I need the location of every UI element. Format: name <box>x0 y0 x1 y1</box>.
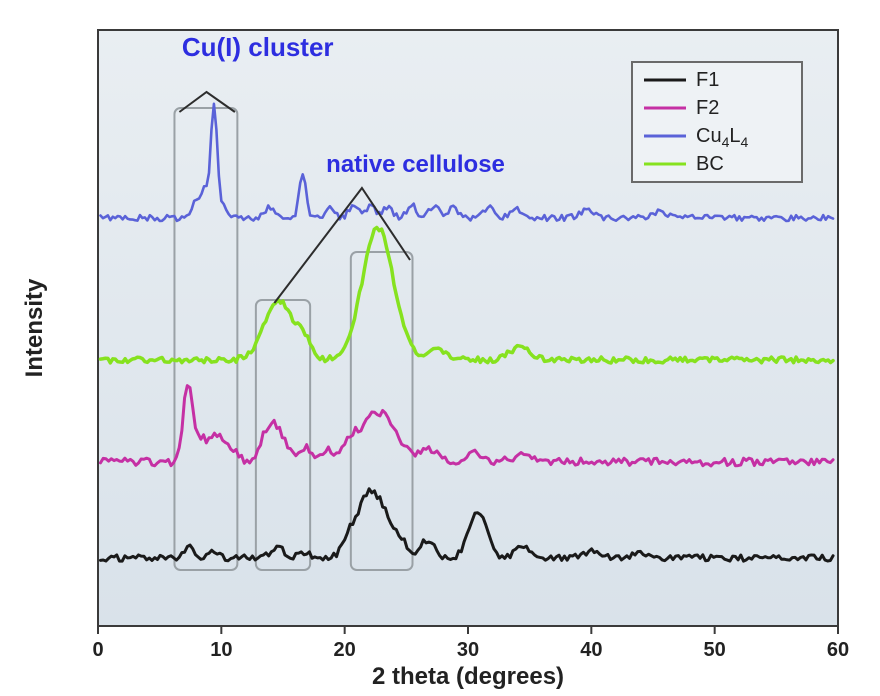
legend: F1F2Cu4L4BC <box>632 62 802 182</box>
y-axis-label: Intensity <box>21 278 48 377</box>
cu-cluster-label: Cu(I) cluster <box>182 32 334 62</box>
legend-item-F1: F1 <box>696 69 719 91</box>
x-tick-label: 20 <box>334 639 356 661</box>
x-tick-label: 30 <box>457 639 479 661</box>
x-tick-label: 60 <box>827 639 849 661</box>
legend-item-BC: BC <box>696 153 724 175</box>
legend-item-F2: F2 <box>696 97 719 119</box>
x-tick-label: 40 <box>580 639 602 661</box>
x-tick-label: 10 <box>210 639 232 661</box>
x-tick-label: 50 <box>704 639 726 661</box>
native-cellulose-label: native cellulose <box>326 151 505 178</box>
x-tick-label: 0 <box>92 639 103 661</box>
x-axis-label: 2 theta (degrees) <box>372 663 564 690</box>
xrd-chart: Cu(I) cluster native cellulose 0 10 20 30 40 50… <box>0 0 880 696</box>
